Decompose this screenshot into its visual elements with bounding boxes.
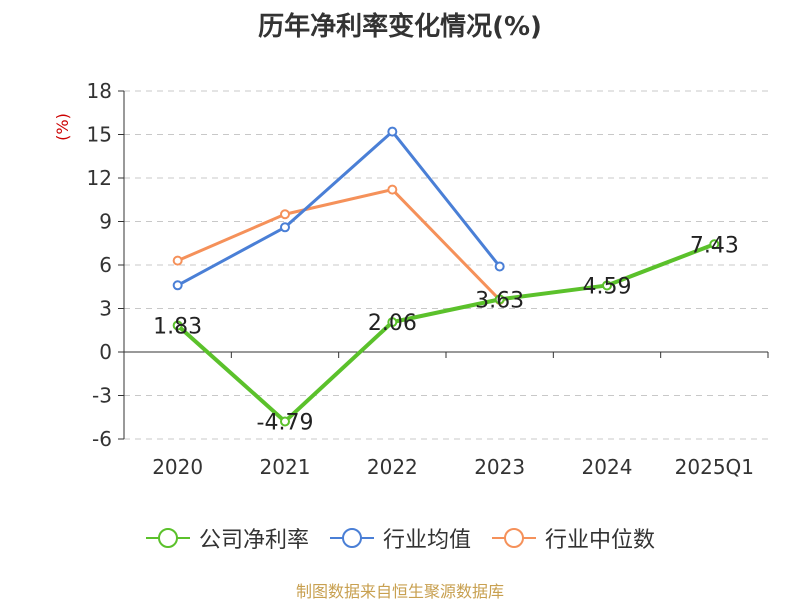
y-tick-label: 15: [87, 123, 112, 147]
y-tick-label: 0: [99, 340, 112, 364]
data-label: 1.83: [153, 314, 202, 339]
x-tick-label: 2022: [367, 455, 418, 479]
data-label: 2.06: [368, 311, 417, 336]
data-label: 4.59: [583, 274, 632, 299]
y-tick-label: 12: [87, 166, 112, 190]
data-point[interactable]: [387, 184, 398, 195]
axes: 18 15 12 9 6 3 0 -3 -6 (%) 2020 2021 2022 2023 2024 202…: [53, 79, 769, 479]
data-point[interactable]: [709, 239, 720, 250]
x-tick-label: 2024: [582, 455, 633, 479]
data-point[interactable]: [172, 280, 183, 291]
data-point[interactable]: [602, 280, 612, 291]
data-labels: 1.83 -4.79 2.06 3.63 4.59 7.43: [153, 233, 739, 435]
y-tick-label: 18: [87, 79, 112, 103]
series-line: [177, 188, 501, 301]
y-axis-label: (%): [53, 113, 72, 141]
y-tick-label: 3: [99, 297, 112, 321]
x-tick-label: 2023: [474, 455, 525, 479]
data-point[interactable]: [494, 261, 505, 272]
grid-lines: [124, 90, 768, 440]
legend-item-industry-mean[interactable]: 行业均值: [329, 522, 471, 554]
data-point[interactable]: [387, 126, 398, 137]
chart-title: 历年净利率变化情况(%): [258, 12, 542, 42]
data-label: 3.63: [475, 288, 524, 313]
legend: 公司净利率 行业均值 行业中位数: [0, 522, 800, 554]
series-line: [176, 130, 501, 287]
x-tick-label: 2021: [260, 455, 311, 479]
x-tick-label: 2025Q1: [675, 455, 754, 479]
series-lines: [172, 126, 720, 427]
data-point[interactable]: [172, 320, 183, 331]
legend-item-industry-median[interactable]: 行业中位数: [491, 522, 655, 554]
legend-line-circle-icon: [329, 528, 374, 548]
y-tick-label: 6: [99, 253, 112, 277]
data-label: -4.79: [257, 410, 314, 435]
y-tick-label: -3: [92, 384, 112, 408]
legend-label: 行业均值: [382, 528, 471, 553]
data-point[interactable]: [387, 317, 398, 328]
data-point[interactable]: [280, 209, 290, 220]
line-chart: 18 15 12 9 6 3 0 -3 -6 (%) 2020 2021 2022 2023 2024 202…: [53, 79, 769, 479]
data-point[interactable]: [280, 222, 290, 233]
legend-line-circle-icon: [492, 528, 536, 548]
legend-item-company[interactable]: 公司净利率: [145, 522, 309, 554]
legend-label: 行业中位数: [545, 528, 656, 553]
data-point[interactable]: [280, 416, 290, 427]
y-tick-label: -6: [92, 427, 112, 451]
data-point[interactable]: [172, 255, 183, 266]
y-tick-label: 9: [99, 210, 112, 234]
data-label: 7.43: [690, 233, 739, 258]
source-note: 制图数据来自恒生聚源数据库: [295, 582, 504, 600]
data-point[interactable]: [494, 294, 505, 305]
x-tick-label: 2020: [152, 455, 203, 479]
legend-line-circle-icon: [145, 528, 190, 548]
legend-label: 公司净利率: [198, 528, 309, 553]
series-line: [176, 242, 716, 424]
